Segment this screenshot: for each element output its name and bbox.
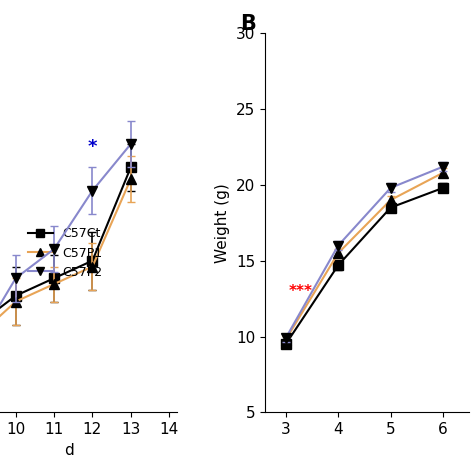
Text: B: B [240,14,256,34]
Legend: C57Ct, C57P1, C57P2: C57Ct, C57P1, C57P2 [23,222,108,284]
Y-axis label: Weight (g): Weight (g) [215,183,230,263]
Text: *: * [88,137,97,155]
X-axis label: d: d [64,443,74,458]
Text: ***: *** [288,283,312,299]
